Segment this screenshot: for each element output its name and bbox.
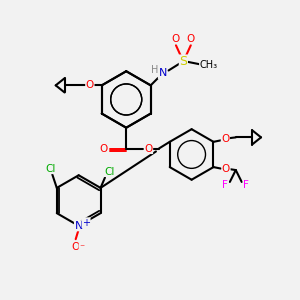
Text: O: O bbox=[222, 164, 230, 175]
Text: O: O bbox=[99, 143, 107, 154]
Text: F: F bbox=[222, 180, 228, 190]
Text: F: F bbox=[243, 180, 249, 190]
Text: O: O bbox=[144, 143, 153, 154]
Text: N: N bbox=[74, 221, 83, 231]
Text: S: S bbox=[179, 55, 188, 68]
Text: O: O bbox=[172, 34, 180, 44]
Text: O: O bbox=[72, 242, 80, 252]
Text: N: N bbox=[158, 68, 167, 79]
Text: O: O bbox=[187, 34, 195, 44]
Text: O: O bbox=[221, 134, 230, 144]
Text: O: O bbox=[86, 80, 94, 90]
Text: +: + bbox=[82, 218, 90, 228]
Text: ⁻: ⁻ bbox=[79, 244, 84, 254]
Text: CH₃: CH₃ bbox=[200, 59, 218, 70]
Text: Cl: Cl bbox=[46, 164, 56, 174]
Text: H: H bbox=[152, 65, 159, 75]
Text: Cl: Cl bbox=[104, 167, 115, 176]
